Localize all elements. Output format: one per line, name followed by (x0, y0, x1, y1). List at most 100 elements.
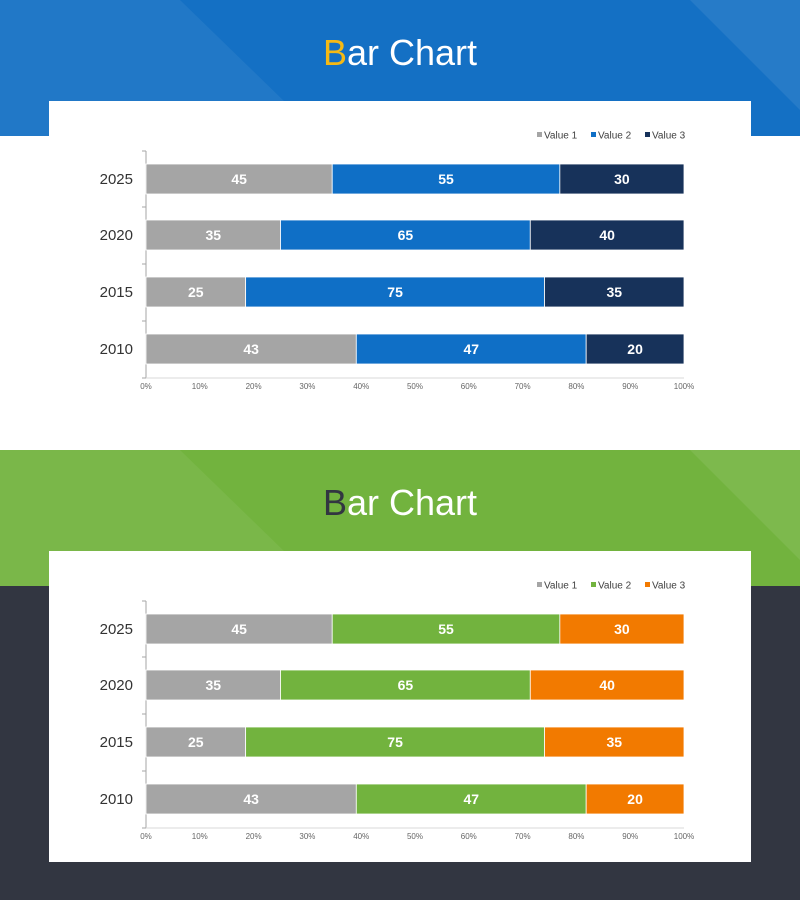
x-tick-label: 80% (568, 832, 584, 841)
legend-swatch (645, 132, 650, 137)
bar-segment (559, 613, 685, 645)
title-first-letter: B (322, 482, 347, 523)
bar-data-label: 20 (627, 791, 643, 807)
bar-data-label: 25 (188, 284, 204, 300)
bar-segment (145, 276, 247, 308)
bar-segment (544, 726, 685, 758)
x-tick-label: 50% (407, 382, 423, 391)
bar-data-label: 75 (387, 734, 403, 750)
green-chart-panel: Bar Chart 0% 10% 20% 30% 40% 50% 60% 70% 80% 90% 1… (0, 450, 800, 900)
stacked-bar-chart: 0% 10% 20% 30% 40% 50% 60% 70% 80% 90% 100%2025 45 5… (100, 581, 695, 842)
bar-segment (145, 783, 357, 815)
y-category-label: 2010 (100, 341, 133, 358)
x-tick-label: 100% (674, 382, 694, 391)
blue-chart-panel: Bar Chart 0% 10% 20% 30% 40% 50% 60% 70% 80% 90% 1… (0, 0, 800, 412)
x-tick-label: 40% (353, 832, 369, 841)
bar-segment (544, 276, 685, 308)
bar-data-label: 30 (614, 171, 630, 187)
stacked-bar-chart: 0% 10% 20% 30% 40% 50% 60% 70% 80% 90% 100%2025 45 5… (100, 131, 695, 392)
title-rest: ar Chart (346, 32, 478, 73)
x-tick-label: 100% (674, 832, 694, 841)
bar-data-label: 65 (398, 227, 414, 243)
chart-card: 0% 10% 20% 30% 40% 50% 60% 70% 80% 90% 100% 2025 45 5… (49, 551, 751, 862)
chart-title: Bar Chart (0, 482, 800, 524)
bar-segment (585, 333, 685, 365)
bar-segment (331, 613, 561, 645)
legend-label: Value 2 (598, 581, 632, 592)
bar-segment (585, 783, 685, 815)
x-tick-label: 80% (568, 382, 584, 391)
bar-data-label: 25 (188, 734, 204, 750)
bar-data-label: 35 (606, 284, 622, 300)
legend-label: Value 1 (544, 581, 578, 592)
bar-segment (559, 163, 685, 195)
x-tick-label: 10% (192, 382, 208, 391)
bar-segment (145, 333, 357, 365)
legend-swatch (537, 132, 542, 137)
bar-segment (529, 669, 685, 701)
bar-data-label: 47 (463, 341, 479, 357)
x-tick-label: 40% (353, 382, 369, 391)
x-tick-label: 10% (192, 832, 208, 841)
chart-card: 0% 10% 20% 30% 40% 50% 60% 70% 80% 90% 100% 2025 45 5… (49, 101, 751, 412)
bar-segment (355, 783, 587, 815)
x-tick-label: 90% (622, 832, 638, 841)
x-tick-label: 60% (461, 382, 477, 391)
bar-data-label: 35 (205, 677, 221, 693)
bar-data-label: 35 (205, 227, 221, 243)
legend-swatch (537, 582, 542, 587)
bar-segment (145, 613, 333, 645)
bar-segment (331, 163, 561, 195)
chart-title: Bar Chart (0, 32, 800, 74)
legend-label: Value 3 (652, 131, 686, 142)
bar-data-label: 35 (606, 734, 622, 750)
x-tick-label: 30% (299, 832, 315, 841)
bar-segment (280, 669, 531, 701)
x-tick-label: 70% (515, 382, 531, 391)
bar-data-label: 43 (243, 791, 259, 807)
bar-data-label: 40 (599, 677, 615, 693)
title-rest: ar Chart (346, 482, 478, 523)
bar-segment (145, 163, 333, 195)
bar-data-label: 43 (243, 341, 259, 357)
y-category-label: 2025 (100, 621, 133, 638)
y-category-label: 2020 (100, 677, 133, 694)
bar-segment (529, 219, 685, 251)
y-category-label: 2015 (100, 284, 133, 301)
bar-segment (145, 219, 281, 251)
x-tick-label: 50% (407, 832, 423, 841)
bar-segment (355, 333, 587, 365)
legend-label: Value 2 (598, 131, 632, 142)
legend-label: Value 1 (544, 131, 578, 142)
bar-data-label: 55 (438, 621, 454, 637)
x-tick-label: 30% (299, 382, 315, 391)
bar-data-label: 45 (231, 171, 247, 187)
y-category-label: 2015 (100, 734, 133, 751)
title-first-letter: B (322, 32, 347, 73)
y-category-label: 2010 (100, 791, 133, 808)
bar-data-label: 65 (398, 677, 414, 693)
x-tick-label: 20% (246, 832, 262, 841)
bar-segment (145, 726, 247, 758)
legend-label: Value 3 (652, 581, 686, 592)
x-tick-label: 60% (461, 832, 477, 841)
x-tick-label: 70% (515, 832, 531, 841)
legend-swatch (591, 582, 596, 587)
x-tick-label: 0% (140, 832, 152, 841)
bar-data-label: 45 (231, 621, 247, 637)
y-category-label: 2025 (100, 171, 133, 188)
bar-segment (245, 726, 545, 758)
bar-data-label: 47 (463, 791, 479, 807)
legend-swatch (591, 132, 596, 137)
legend-swatch (645, 582, 650, 587)
bar-data-label: 20 (627, 341, 643, 357)
bar-data-label: 30 (614, 621, 630, 637)
bar-data-label: 75 (387, 284, 403, 300)
x-tick-label: 20% (246, 382, 262, 391)
x-tick-label: 0% (140, 382, 152, 391)
bar-data-label: 55 (438, 171, 454, 187)
bar-data-label: 40 (599, 227, 615, 243)
bar-segment (245, 276, 545, 308)
x-tick-label: 90% (622, 382, 638, 391)
bar-segment (145, 669, 281, 701)
